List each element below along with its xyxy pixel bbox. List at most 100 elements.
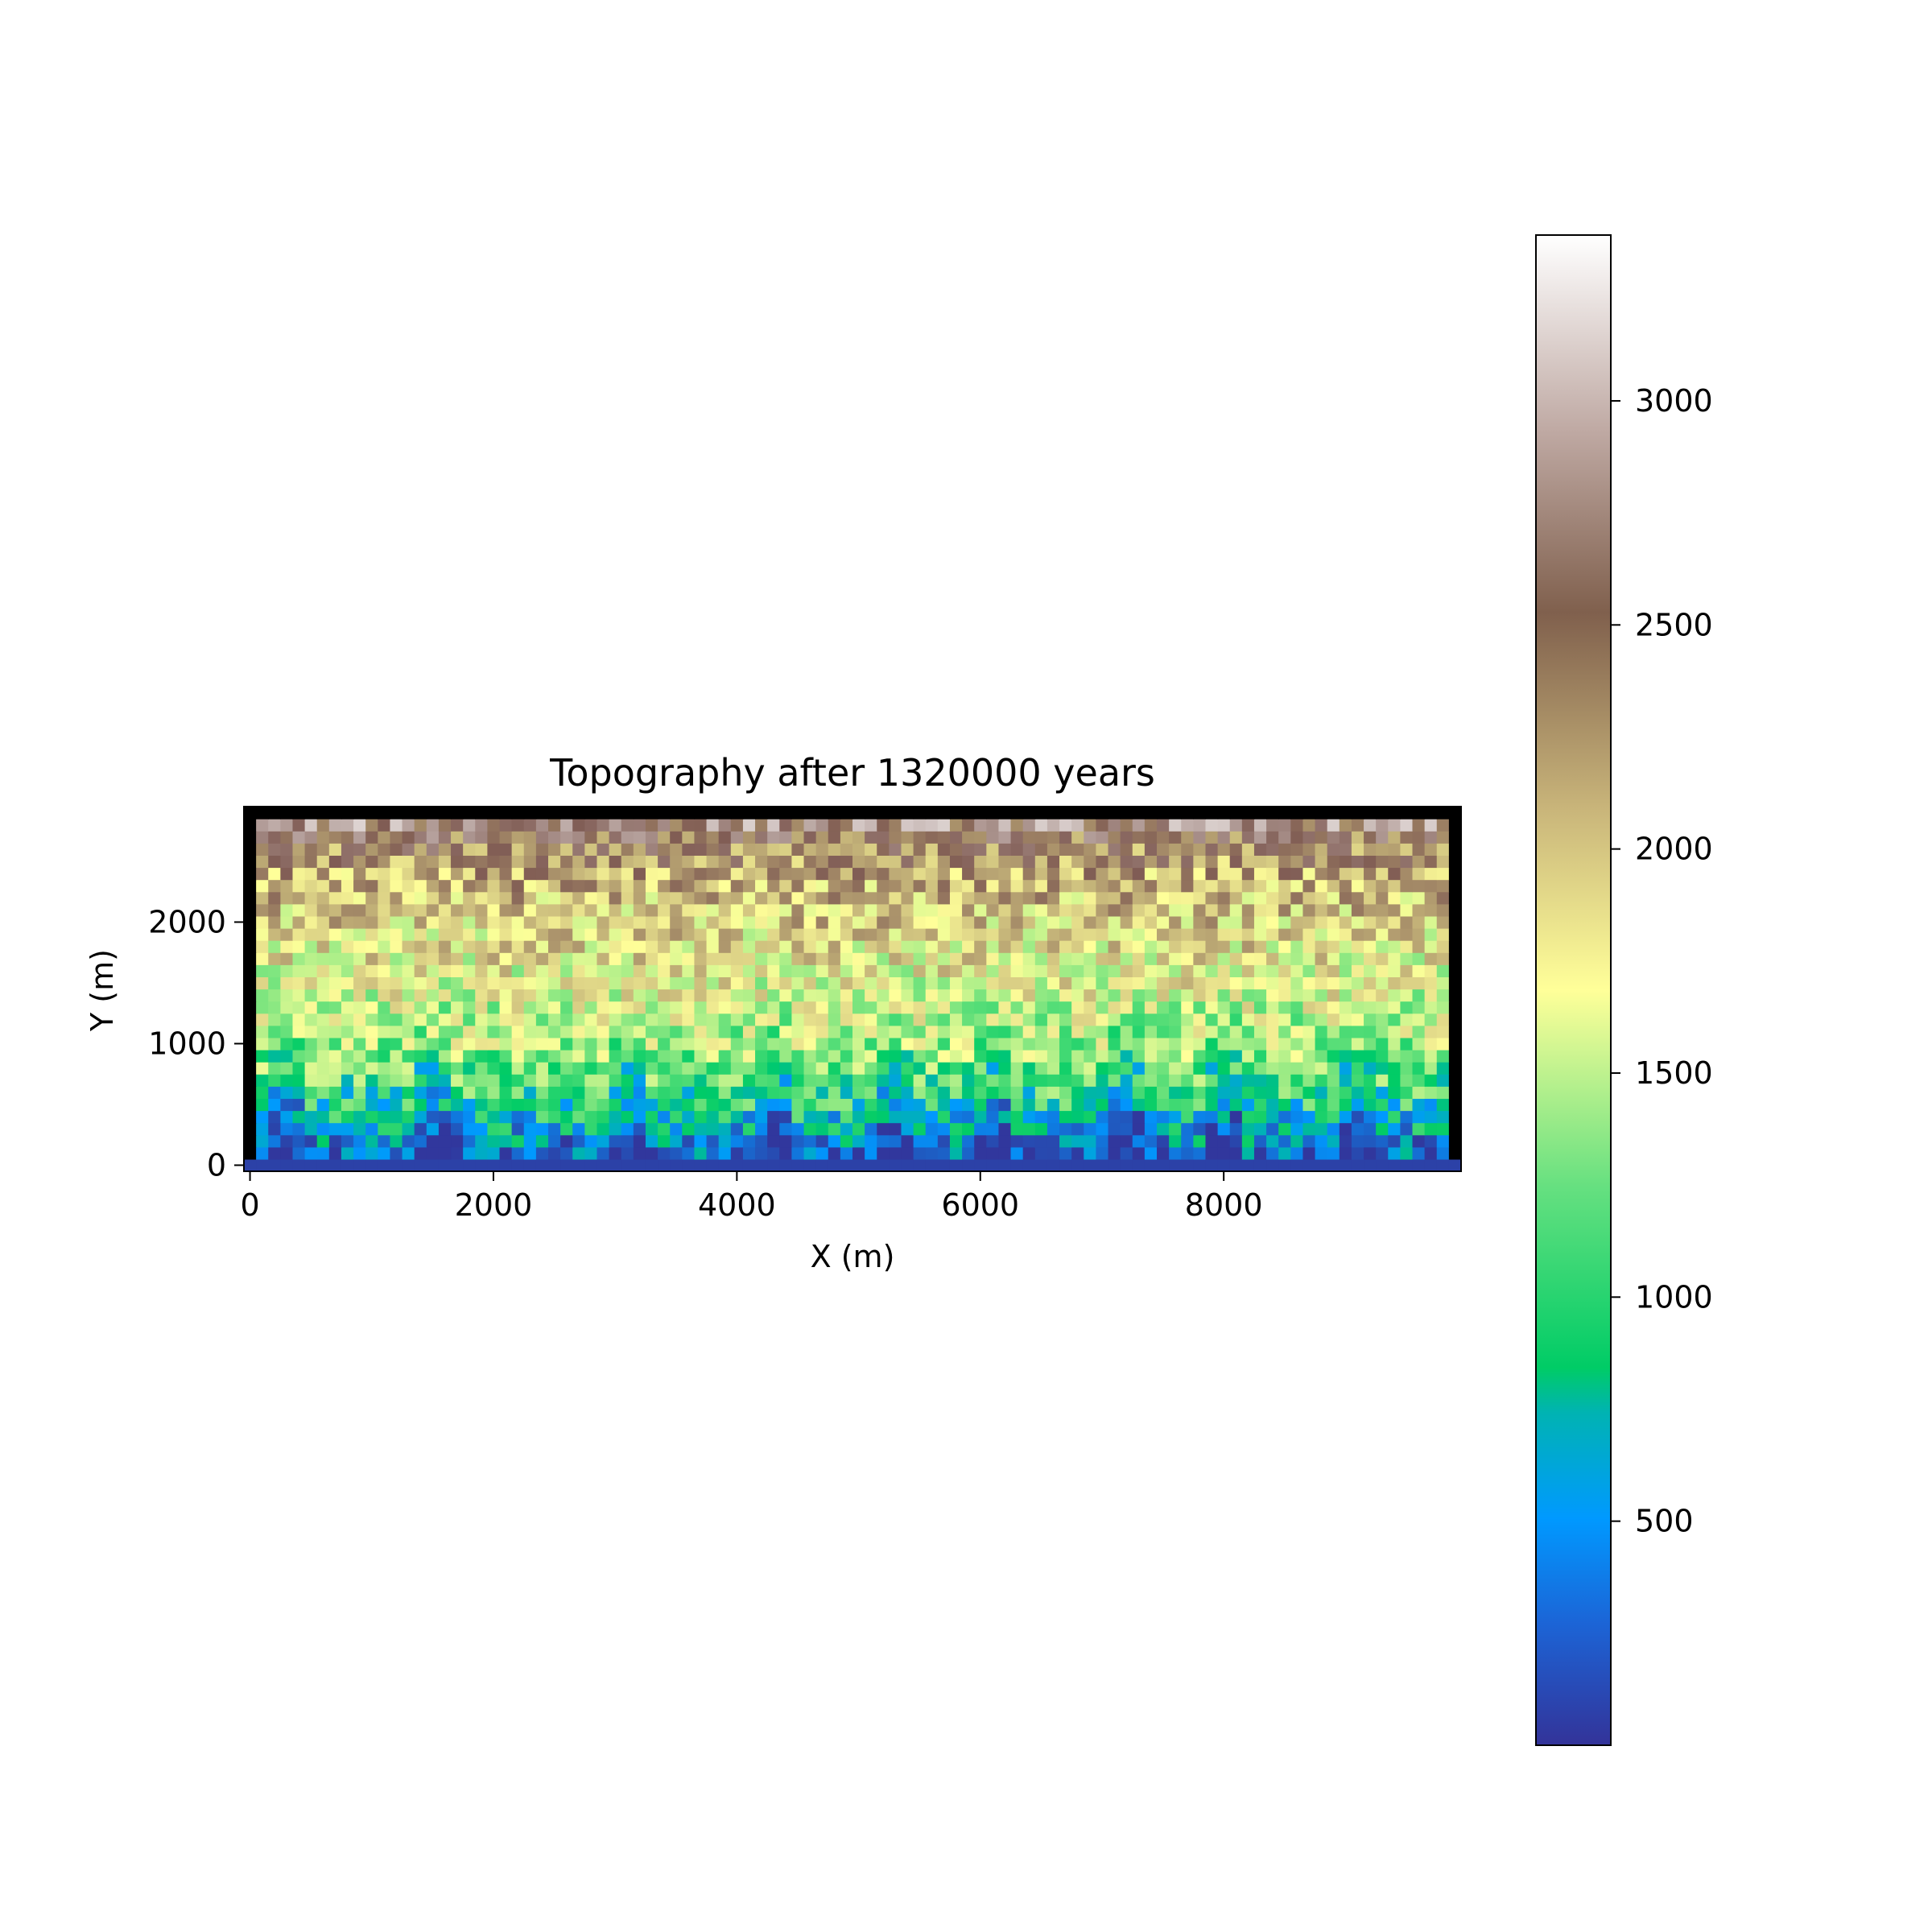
heatmap-cell [511,843,525,856]
heatmap-cell [584,1086,598,1099]
heatmap-cell [572,928,585,941]
heatmap-cell [1157,1098,1170,1112]
heatmap-cell [1424,964,1438,977]
heatmap-cell [730,989,744,1002]
heatmap-cell [1217,879,1231,893]
heatmap-cell [487,1037,501,1051]
heatmap-cell [499,1086,513,1099]
heatmap-cell [718,952,732,965]
heatmap-cell [609,964,622,977]
heatmap-cell [840,807,853,819]
heatmap-cell [974,940,987,953]
heatmap-cell [1132,867,1146,881]
heatmap-cell [621,891,634,905]
heatmap-cell [645,855,658,869]
heatmap-cell [426,1001,440,1014]
heatmap-cell [1424,1074,1438,1087]
heatmap-cell [815,1098,829,1112]
heatmap-cell [815,855,829,869]
heatmap-cell [937,1146,951,1160]
heatmap-cell [1084,1062,1096,1075]
heatmap-cell [1217,819,1231,832]
heatmap-cell [1327,1086,1340,1099]
heatmap-cell [451,1134,464,1148]
heatmap-cell [1339,1098,1352,1112]
heatmap-cell [1071,843,1084,856]
heatmap-cell [511,1062,525,1075]
heatmap-cell [475,1013,488,1026]
heatmap-cell [1022,964,1036,977]
heatmap-cell [1241,952,1255,965]
heatmap-cell [1157,1050,1170,1063]
heatmap-cell [937,867,951,881]
heatmap-cell [1084,1122,1096,1136]
heatmap-cell [1071,855,1084,869]
heatmap-cell [475,807,488,819]
heatmap-cell [742,928,756,941]
heatmap-cell [645,1062,658,1075]
heatmap-cell [1364,855,1377,869]
heatmap-cell [1022,819,1036,832]
heatmap-cell [1364,819,1377,832]
heatmap-cell [670,843,683,856]
heatmap-cell [755,1098,768,1112]
heatmap-cell [1290,843,1304,856]
heatmap-cell [815,989,829,1002]
heatmap-cell [633,819,646,832]
heatmap-cell [1217,891,1231,905]
heatmap-cell [1339,855,1352,869]
heatmap-cell [742,1050,756,1063]
heatmap-cell [535,1074,549,1087]
heatmap-cell [913,1050,927,1063]
heatmap-cell [280,1098,294,1112]
heatmap-cell [962,843,975,856]
heatmap-cell [1084,855,1096,869]
heatmap-cell [889,1025,902,1038]
heatmap-cell [1022,1037,1036,1051]
heatmap-cell [256,1146,269,1160]
heatmap-cell [1132,940,1146,953]
heatmap-cell [499,1146,513,1160]
heatmap-cell [694,1098,708,1112]
heatmap-cell [584,879,598,893]
heatmap-cell [268,1062,281,1075]
heatmap-cell [877,1146,890,1160]
heatmap-cell [535,1062,549,1075]
heatmap-cell [1327,903,1340,917]
heatmap-cell [706,976,720,990]
heatmap-cell [535,831,549,844]
heatmap-cell [1290,989,1304,1002]
heatmap-cell [877,1158,890,1172]
heatmap-cell [1205,928,1219,941]
heatmap-cell [1315,1158,1328,1172]
heatmap-cell [597,1122,610,1136]
heatmap-cell [1376,1098,1389,1112]
heatmap-cell [791,989,805,1002]
heatmap-cell [292,940,306,953]
heatmap-cell [1108,1158,1121,1172]
heatmap-cell [1022,1025,1036,1038]
heatmap-cell [815,915,829,929]
heatmap-cell [1071,1050,1084,1063]
heatmap-cell [1290,879,1304,893]
heatmap-cell [438,1146,452,1160]
heatmap-cell [1351,831,1364,844]
heatmap-cell [1448,1037,1462,1051]
heatmap-cell [1278,1013,1291,1026]
heatmap-cell [1229,1134,1243,1148]
heatmap-cell [390,867,403,881]
heatmap-cell [256,989,269,1002]
y-axis-label: Y (m) [85,949,120,1032]
heatmap-cell [925,1098,939,1112]
heatmap-cell [730,891,744,905]
heatmap-cell [390,952,403,965]
heatmap-cell [1241,1146,1255,1160]
heatmap-cell [962,855,975,869]
heatmap-cell [1327,915,1340,929]
heatmap-cell [1339,1001,1352,1014]
heatmap-cell [244,903,257,917]
heatmap-cell [949,1122,963,1136]
heatmap-cell [560,867,573,881]
heatmap-cell [1046,976,1060,990]
heatmap-cell [1278,1086,1291,1099]
